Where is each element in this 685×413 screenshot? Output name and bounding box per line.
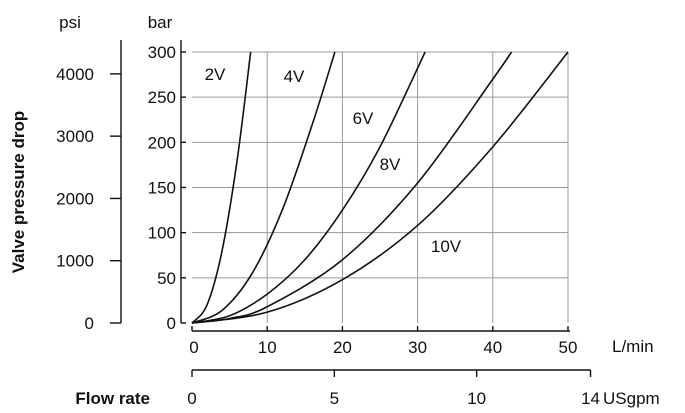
- x-axis-title: Flow rate: [75, 389, 150, 408]
- y-tick-label-psi: 2000: [56, 189, 94, 208]
- series-label-6v: 6V: [353, 109, 374, 128]
- y-tick-label-psi: 1000: [56, 252, 94, 271]
- series-line-4v: [191, 51, 336, 324]
- y-tick-label-psi: 3000: [56, 127, 94, 146]
- y-unit-bar: bar: [148, 13, 173, 32]
- x-tick-label-zero: 0: [189, 338, 198, 357]
- series-line-10v: [191, 51, 569, 324]
- label-layer: psi bar L/min USgpm Flow rate Valve pres…: [9, 13, 660, 408]
- x-tick-label: 40: [483, 338, 502, 357]
- y-tick-label-psi: 4000: [56, 65, 94, 84]
- y-tick-label-bar: 250: [148, 88, 176, 107]
- x-unit-lmin: L/min: [612, 337, 654, 356]
- x-tick-label: 50: [559, 338, 578, 357]
- x-unit-usgpm: USgpm: [603, 389, 660, 408]
- series-label-8v: 8V: [380, 155, 401, 174]
- y-tick-label-bar: 100: [148, 224, 176, 243]
- y-tick-label-bar: 300: [148, 43, 176, 62]
- series-label-4v: 4V: [284, 67, 305, 86]
- curve-layer: [191, 51, 569, 324]
- usgpm-tick-label: 14: [581, 389, 600, 408]
- x-tick-label: 20: [333, 338, 352, 357]
- usgpm-tick-label: 0: [187, 389, 196, 408]
- y-axis-title: Valve pressure drop: [9, 111, 28, 274]
- y-tick-label-bar: 50: [157, 269, 176, 288]
- x-tick-label: 30: [408, 338, 427, 357]
- series-line-2v: [191, 51, 252, 324]
- y-tick-label-bar: 200: [148, 133, 176, 152]
- series-line-6v: [191, 51, 426, 324]
- y-tick-label-psi: 0: [85, 314, 94, 333]
- axis-layer: [110, 40, 592, 377]
- y-tick-label-bar: 0: [167, 314, 176, 333]
- y-tick-label-bar: 150: [148, 179, 176, 198]
- x-tick-label: 10: [258, 338, 277, 357]
- usgpm-tick-label: 10: [467, 389, 486, 408]
- y-unit-psi: psi: [59, 13, 81, 32]
- grid-layer: [192, 51, 569, 323]
- series-label-2v: 2V: [205, 65, 226, 84]
- series-label-10v: 10V: [431, 237, 462, 256]
- usgpm-tick-label: 5: [330, 389, 339, 408]
